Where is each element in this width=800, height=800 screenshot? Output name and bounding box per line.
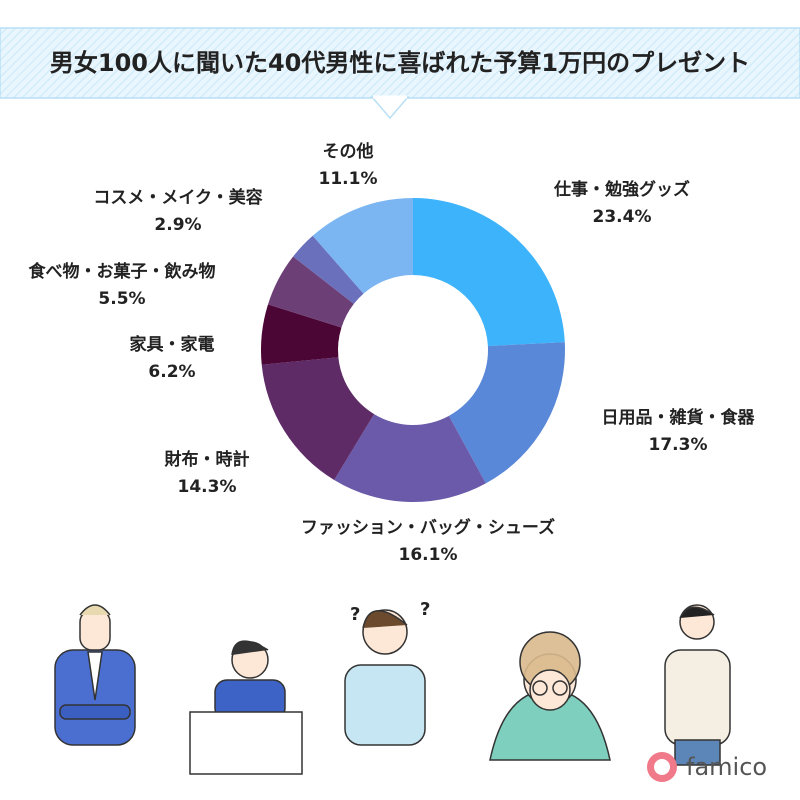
donut-slice	[448, 342, 565, 484]
slice-value-label: 16.1%	[399, 545, 458, 565]
brand-name: famico	[686, 753, 767, 781]
slice-label: 財布・時計	[164, 449, 250, 470]
donut-chart: 仕事・勉強グッズ 23.4% 日用品・雑貨・食器 17.3% ファッション・バッグ・シュ…	[29, 141, 756, 565]
slice-value-label: 2.9%	[154, 215, 201, 235]
slice-label: その他	[323, 141, 374, 162]
donut-slice	[261, 357, 375, 480]
svg-text:?: ?	[350, 604, 360, 625]
donut-slice	[334, 414, 486, 502]
slice-label: 日用品・雑貨・食器	[602, 407, 756, 428]
chart-title: 男女100人に聞いた40代男性に喜ばれた予算1万円のプレゼント	[50, 49, 750, 77]
donut-slice	[268, 256, 354, 328]
brand-logo: famico	[647, 752, 767, 782]
svg-text:?: ?	[420, 599, 430, 620]
title-banner: 男女100人に聞いた40代男性に喜ばれた予算1万円のプレゼント	[0, 27, 800, 120]
slice-value-label: 17.3%	[649, 435, 708, 455]
slice-label: 家具・家電	[130, 334, 215, 355]
slice-label: ファッション・バッグ・シューズ	[301, 517, 555, 538]
slice-value-label: 23.4%	[593, 207, 652, 227]
donut-slice	[261, 304, 342, 365]
illustrations: ? ?	[54, 599, 731, 775]
slice-value-label: 5.5%	[98, 289, 145, 309]
donut-slice	[413, 198, 565, 347]
slice-label: 食べ物・お菓子・飲み物	[29, 261, 216, 282]
slice-value-label: 6.2%	[148, 362, 195, 382]
slice-value-label: 11.1%	[319, 169, 378, 189]
donut-slice	[312, 198, 413, 294]
slice-label: 仕事・勉強グッズ	[553, 179, 690, 200]
donut-slice	[293, 235, 364, 304]
slice-label: コスメ・メイク・美容	[93, 187, 262, 208]
slice-value-label: 14.3%	[178, 477, 237, 497]
